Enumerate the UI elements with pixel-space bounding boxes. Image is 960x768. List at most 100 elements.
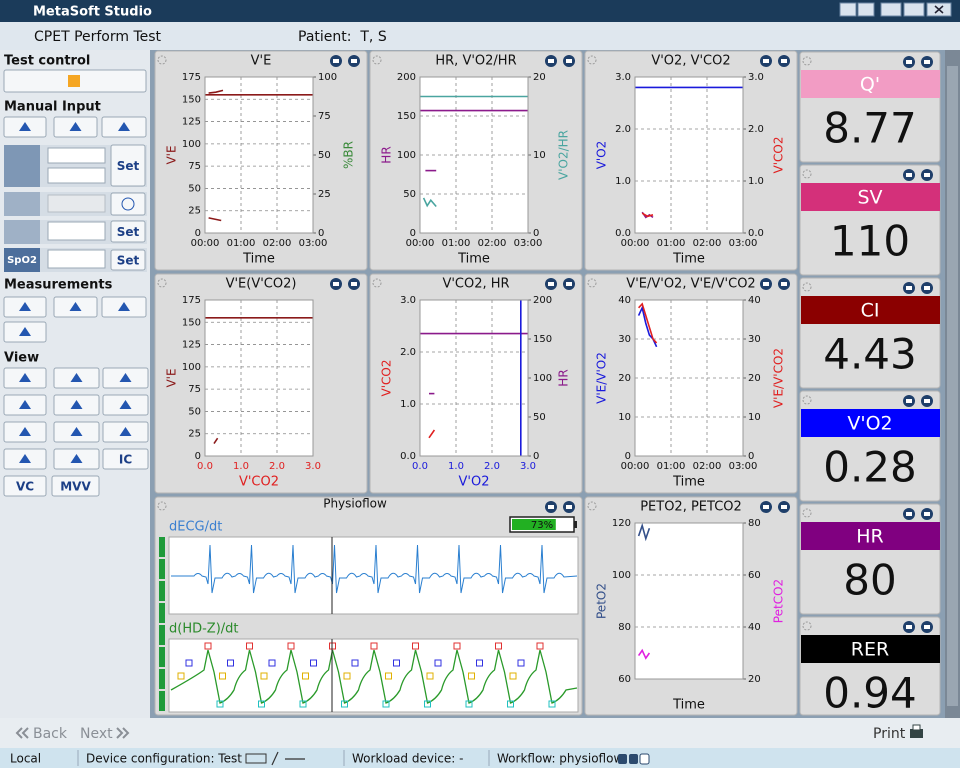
button[interactable] (3, 475, 47, 497)
x-axis-label: Time (242, 252, 275, 267)
panel-button-glyph (906, 286, 912, 290)
data-line (422, 197, 437, 208)
y-axis-label: HR (380, 146, 394, 163)
settings-icon[interactable] (587, 501, 597, 511)
window-button[interactable] (839, 2, 857, 17)
settings-icon[interactable] (157, 501, 167, 511)
text-input[interactable] (47, 147, 106, 164)
header-bar (0, 22, 960, 50)
x-tick-label: 01:00 (657, 461, 686, 472)
panel-button-glyph (333, 282, 339, 286)
settings-icon[interactable] (802, 395, 812, 405)
onset-marker (434, 659, 442, 667)
notch-marker (426, 672, 434, 680)
footer-bar (0, 718, 960, 748)
settings-icon[interactable] (157, 278, 167, 288)
text-input (47, 194, 106, 213)
workflow-dot (618, 754, 627, 764)
settings-icon[interactable] (587, 55, 597, 65)
signal-quality (159, 669, 165, 689)
plot-border (419, 76, 529, 234)
y-tick-label: 150 (182, 317, 201, 328)
tile-label: HR (856, 526, 884, 548)
text-input[interactable] (47, 167, 106, 184)
notch-marker (302, 672, 309, 680)
panel-button-glyph (924, 286, 930, 290)
status-bar (0, 748, 960, 768)
settings-icon[interactable] (802, 169, 812, 179)
maximize-button[interactable] (903, 2, 925, 17)
y-tick-label: 125 (182, 340, 201, 351)
y2-tick-label: 50 (318, 150, 331, 161)
button[interactable] (110, 249, 146, 271)
y2-tick-label: 40 (748, 622, 761, 633)
button-icon (119, 400, 132, 409)
plot-border (634, 299, 744, 457)
status-text: Device configuration: Test (86, 752, 242, 766)
y2-tick-label: 10 (533, 150, 546, 161)
minimize-button[interactable] (880, 2, 902, 17)
y-tick-label: 0 (195, 228, 201, 239)
signal-quality (159, 581, 165, 601)
tile-band (801, 409, 940, 437)
plug-icon (271, 751, 305, 766)
printer-icon (912, 724, 921, 731)
peak-marker (412, 642, 419, 650)
y2-tick-label: 40 (748, 295, 761, 306)
button[interactable] (110, 220, 146, 243)
device-icon (245, 753, 267, 764)
next-button[interactable]: Next (80, 726, 113, 742)
back-button[interactable]: Back (33, 726, 68, 742)
button-label[interactable]: MVV (60, 480, 91, 494)
text-input[interactable] (47, 249, 106, 269)
y-tick-label: 40 (618, 295, 631, 306)
icon-tile (4, 248, 40, 272)
print-button[interactable]: Print (873, 726, 906, 742)
button-label[interactable]: IC (119, 453, 132, 467)
signal-label: d(HD-Z)/dt (169, 622, 239, 637)
notch-marker (343, 672, 351, 680)
y-axis-label: PetO2 (595, 583, 609, 619)
window-button[interactable] (857, 2, 875, 17)
y-axis-label: V'E/V'O2 (595, 352, 609, 404)
notch-marker (260, 672, 268, 680)
settings-icon[interactable] (372, 55, 382, 65)
button[interactable] (110, 144, 146, 187)
y2-tick-label: 0.0 (748, 228, 764, 239)
signal-quality (159, 537, 165, 557)
button-icon (119, 427, 132, 436)
chart: V'E 0 25 50 75 100 125 150 175 0 25 50 75 100 00:00 01:… (165, 54, 356, 267)
button-label[interactable]: VC (16, 480, 34, 494)
button[interactable] (51, 475, 100, 497)
y2-tick-label: 2.0 (748, 124, 764, 135)
panel-button-glyph (906, 173, 912, 177)
button-label[interactable]: Set (117, 225, 140, 239)
clock-icon (121, 197, 135, 211)
button-icon (70, 373, 83, 382)
peak-marker (495, 642, 502, 650)
settings-icon[interactable] (802, 621, 812, 631)
trough-marker (382, 700, 390, 708)
settings-icon[interactable] (587, 278, 597, 288)
scrollbar-thumb[interactable] (947, 66, 958, 706)
settings-icon[interactable] (157, 55, 167, 65)
y2-axis-label: PetCO2 (772, 579, 786, 623)
tile-band (801, 635, 940, 663)
notch-marker (468, 672, 475, 680)
settings-icon[interactable] (802, 508, 812, 518)
settings-icon[interactable] (802, 56, 812, 66)
x-axis-label: Time (457, 252, 490, 267)
y2-tick-label: 20 (748, 674, 761, 685)
button[interactable] (110, 192, 146, 216)
button-label[interactable]: Set (117, 159, 140, 173)
button-label[interactable]: Set (117, 254, 140, 268)
data-line (213, 437, 219, 444)
text-input[interactable] (47, 221, 106, 241)
settings-icon[interactable] (802, 282, 812, 292)
plot-area (205, 300, 313, 456)
button[interactable] (102, 448, 149, 470)
settings-icon[interactable] (372, 278, 382, 288)
button-icon (19, 373, 31, 382)
